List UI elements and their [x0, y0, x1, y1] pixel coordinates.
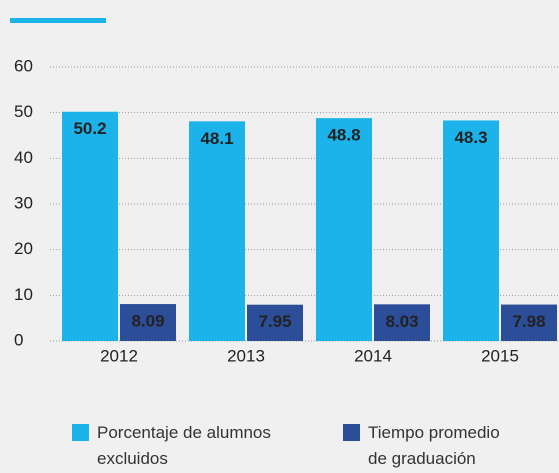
bar — [120, 304, 176, 341]
bar — [316, 118, 372, 341]
legend-item: Porcentaje de alumnos excluidos — [72, 420, 272, 472]
data-label: 7.95 — [258, 312, 291, 331]
legend-swatch — [343, 424, 360, 441]
y-tick-label: 10 — [14, 285, 33, 304]
x-tick-label: 2012 — [100, 346, 138, 365]
bar — [443, 120, 499, 342]
data-label: 48.3 — [454, 128, 487, 147]
bar — [501, 304, 557, 341]
bar — [189, 121, 245, 342]
data-label: 48.8 — [327, 126, 360, 145]
bar — [62, 111, 118, 342]
y-tick-label: 30 — [14, 193, 33, 212]
data-label: 8.09 — [131, 312, 164, 331]
x-tick-label: 2013 — [227, 346, 265, 365]
legend-label: Porcentaje de alumnos excluidos — [97, 423, 271, 468]
y-tick-label: 20 — [14, 239, 33, 258]
data-label: 7.98 — [512, 312, 545, 331]
data-label: 48.1 — [200, 129, 233, 148]
data-label: 50.2 — [73, 119, 106, 138]
legend-swatch — [72, 424, 89, 441]
y-tick-label: 60 — [14, 56, 33, 75]
legend-label: Tiempo promedio de graduación — [368, 423, 500, 468]
bar — [247, 304, 303, 341]
legend-item: Tiempo promedio de graduación — [343, 420, 523, 472]
data-label: 8.03 — [385, 312, 418, 331]
y-tick-label: 0 — [14, 330, 23, 349]
x-tick-label: 2014 — [354, 346, 392, 365]
y-tick-label: 40 — [14, 148, 33, 167]
bar — [374, 304, 430, 341]
y-tick-label: 50 — [14, 102, 33, 121]
x-tick-label: 2015 — [481, 346, 519, 365]
accent-line — [10, 18, 106, 23]
